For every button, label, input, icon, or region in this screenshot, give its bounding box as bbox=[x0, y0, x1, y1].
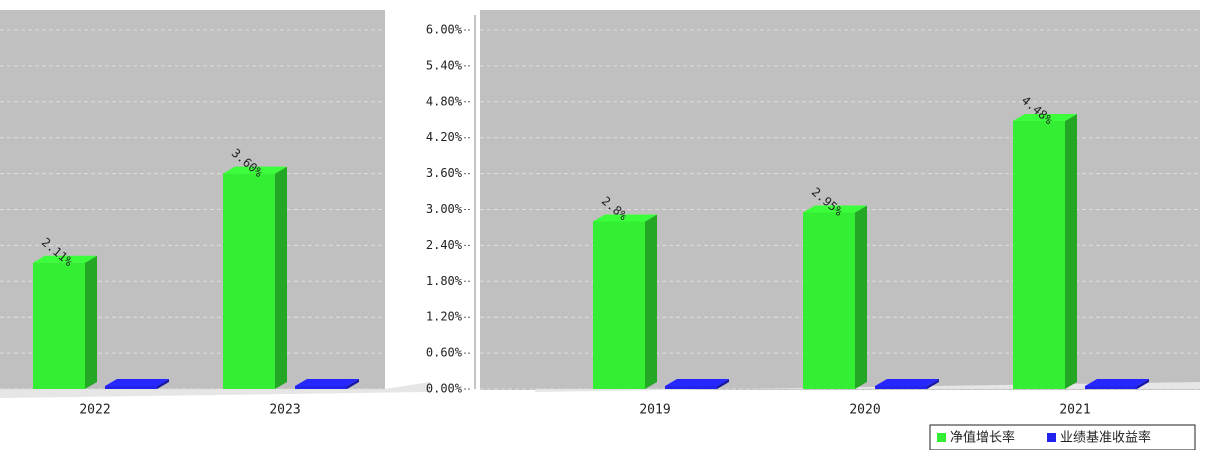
bar-side bbox=[85, 255, 97, 389]
bar-top bbox=[593, 214, 657, 222]
x-tick-label: 2021 bbox=[1059, 403, 1090, 418]
bar bbox=[105, 386, 157, 389]
bar-top bbox=[295, 379, 359, 387]
bar bbox=[33, 262, 85, 389]
bar bbox=[665, 386, 717, 389]
bar bbox=[1085, 386, 1137, 389]
y-tick-label: 1.80% bbox=[426, 274, 463, 288]
bar-top bbox=[803, 205, 867, 213]
bar-side bbox=[645, 214, 657, 389]
x-tick-label: 2023 bbox=[269, 403, 300, 418]
legend-box bbox=[929, 424, 1196, 450]
bar-side bbox=[717, 379, 729, 389]
bar-top bbox=[665, 379, 729, 387]
x-tick-label: 2020 bbox=[849, 403, 880, 418]
bar-top bbox=[1013, 113, 1077, 121]
bar bbox=[295, 386, 347, 389]
legend-label: 业绩基准收益率 bbox=[1060, 430, 1151, 446]
y-tick-label: 6.00% bbox=[426, 23, 463, 37]
x-tick-label: 2022 bbox=[79, 403, 110, 418]
y-tick-label: 4.20% bbox=[426, 130, 463, 144]
legend-swatch bbox=[1047, 433, 1056, 442]
bar-side bbox=[927, 379, 939, 389]
bar-side bbox=[1065, 113, 1077, 390]
bar-top bbox=[1085, 379, 1149, 387]
bar-side bbox=[347, 379, 359, 389]
y-tick-label: 1.20% bbox=[426, 310, 463, 324]
bar-side bbox=[157, 379, 169, 389]
bar bbox=[593, 221, 645, 389]
y-tick-label: 3.60% bbox=[426, 166, 463, 180]
bar bbox=[1013, 120, 1065, 390]
legend-label: 净值增长率 bbox=[950, 430, 1015, 446]
bar-side bbox=[855, 205, 867, 389]
left-floor bbox=[0, 382, 430, 398]
bar-side bbox=[275, 166, 287, 389]
y-tick-label: 2.40% bbox=[426, 238, 463, 252]
bar-top bbox=[223, 166, 287, 174]
bar-top bbox=[105, 379, 169, 387]
y-tick-label: 4.80% bbox=[426, 94, 463, 108]
legend-swatch bbox=[937, 433, 946, 442]
bar-top bbox=[33, 255, 97, 263]
bar bbox=[803, 212, 855, 389]
bar bbox=[223, 173, 275, 389]
bar-side bbox=[1137, 379, 1149, 389]
y-tick-label: 0.60% bbox=[426, 346, 463, 360]
y-tick-label: 0.00% bbox=[426, 382, 463, 396]
y-tick-label: 3.00% bbox=[426, 202, 463, 216]
bar-top bbox=[875, 379, 939, 387]
bar bbox=[875, 386, 927, 389]
y-tick-label: 5.40% bbox=[426, 58, 463, 72]
x-tick-label: 2019 bbox=[639, 403, 670, 418]
